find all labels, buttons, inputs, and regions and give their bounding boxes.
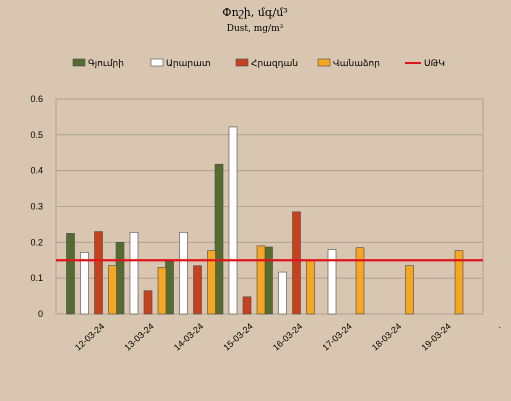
bar-Հրազդան-12-03-24 <box>94 231 103 315</box>
legend-label: Վանաձոր <box>333 58 380 68</box>
y-axis: 0 0.1 0.2 0.3 0.4 0.5 0.6 <box>30 94 43 319</box>
bar-Գյումրի-13-03-24 <box>115 242 125 315</box>
bars <box>66 126 464 315</box>
bar-Վանաձոր-17-03-24 <box>355 247 365 315</box>
bar-Գյումրի-12-03-24 <box>66 233 75 315</box>
y-tick-label: 0 <box>38 309 43 319</box>
y-tick-label: 0.3 <box>30 202 43 212</box>
legend-label: Հրազդան <box>251 58 298 68</box>
bar-Գյումրի-16-03-24 <box>264 246 273 315</box>
plot-area: 0 0.1 0.2 0.3 0.4 0.5 0.6 12-03-24 13-03-24 14-0… <box>30 94 502 353</box>
x-tick-label: 17-03-24 <box>320 321 353 353</box>
bar-Արարատ-14-03-24 <box>179 232 188 315</box>
legend-swatch-Արարատ <box>150 58 164 67</box>
bar-Արարատ-16-03-24 <box>278 271 287 315</box>
bar-Հրազդան-15-03-24 <box>242 296 252 315</box>
legend-label: Արարատ <box>166 58 211 68</box>
legend-swatch-Գյումրի <box>72 58 86 67</box>
legend-swatch-Վանաձոր <box>317 58 331 67</box>
y-tick-label: 0.2 <box>30 237 43 247</box>
chart-legend: Գյումրի Արարատ Հրազդան Վանաձոր ՍԹԿ <box>72 58 445 68</box>
bar-Գյումրի-14-03-24 <box>165 261 174 315</box>
y-tick-label: 0.1 <box>30 273 43 283</box>
bar-Վանաձոր-19-03-24 <box>454 250 464 315</box>
bar-Վանաձոր-13-03-24 <box>157 267 167 315</box>
bar-Հրազդան-16-03-24 <box>292 211 301 315</box>
x-tick-label: 15-03-24 <box>221 321 254 353</box>
bar-Վանաձոր-12-03-24 <box>108 265 117 315</box>
x-tick-label: 12-03-24 <box>73 321 106 353</box>
bar-Վանաձոր-18-03-24 <box>405 265 414 315</box>
bar-Վանաձոր-16-03-24 <box>306 259 315 315</box>
x-tick-label: 14-03-24 <box>172 321 205 353</box>
x-tick-label: 13-03-24 <box>122 321 155 353</box>
bar-Արարատ-15-03-24 <box>228 126 238 315</box>
bar-Արարատ-13-03-24 <box>129 232 139 315</box>
bar-Արարատ-17-03-24 <box>327 249 337 315</box>
legend-label: Գյումրի <box>88 58 124 68</box>
bar-Վանաձոր-14-03-24 <box>207 250 216 315</box>
y-tick-label: 0.5 <box>30 130 43 140</box>
legend-swatch-Հրազդան <box>235 58 249 67</box>
bar-Արարատ-12-03-24 <box>80 252 89 315</box>
y-tick-label: 0.4 <box>30 166 43 176</box>
bar-Հրազդան-13-03-24 <box>143 290 153 315</box>
x-tick-label: 19-03-24 <box>419 321 452 353</box>
bar-Գյումրի-15-03-24 <box>214 163 224 315</box>
bar-Վանաձոր-15-03-24 <box>256 245 266 315</box>
y-tick-label: 0.6 <box>30 94 43 104</box>
chart-title: Փոշի, մգ/մ³ <box>222 6 287 19</box>
legend-label-reference: ՍԹԿ <box>424 58 445 68</box>
x-trailing-tick: . <box>494 321 503 330</box>
x-axis: 12-03-24 13-03-24 14-03-24 15-03-24 16-03-24… <box>73 321 502 353</box>
bar-Հրազդան-14-03-24 <box>193 265 202 315</box>
x-tick-label: 16-03-24 <box>271 321 304 353</box>
chart-subtitle: Dust, mg/m³ <box>227 24 284 34</box>
x-tick-label: 18-03-24 <box>370 321 403 353</box>
